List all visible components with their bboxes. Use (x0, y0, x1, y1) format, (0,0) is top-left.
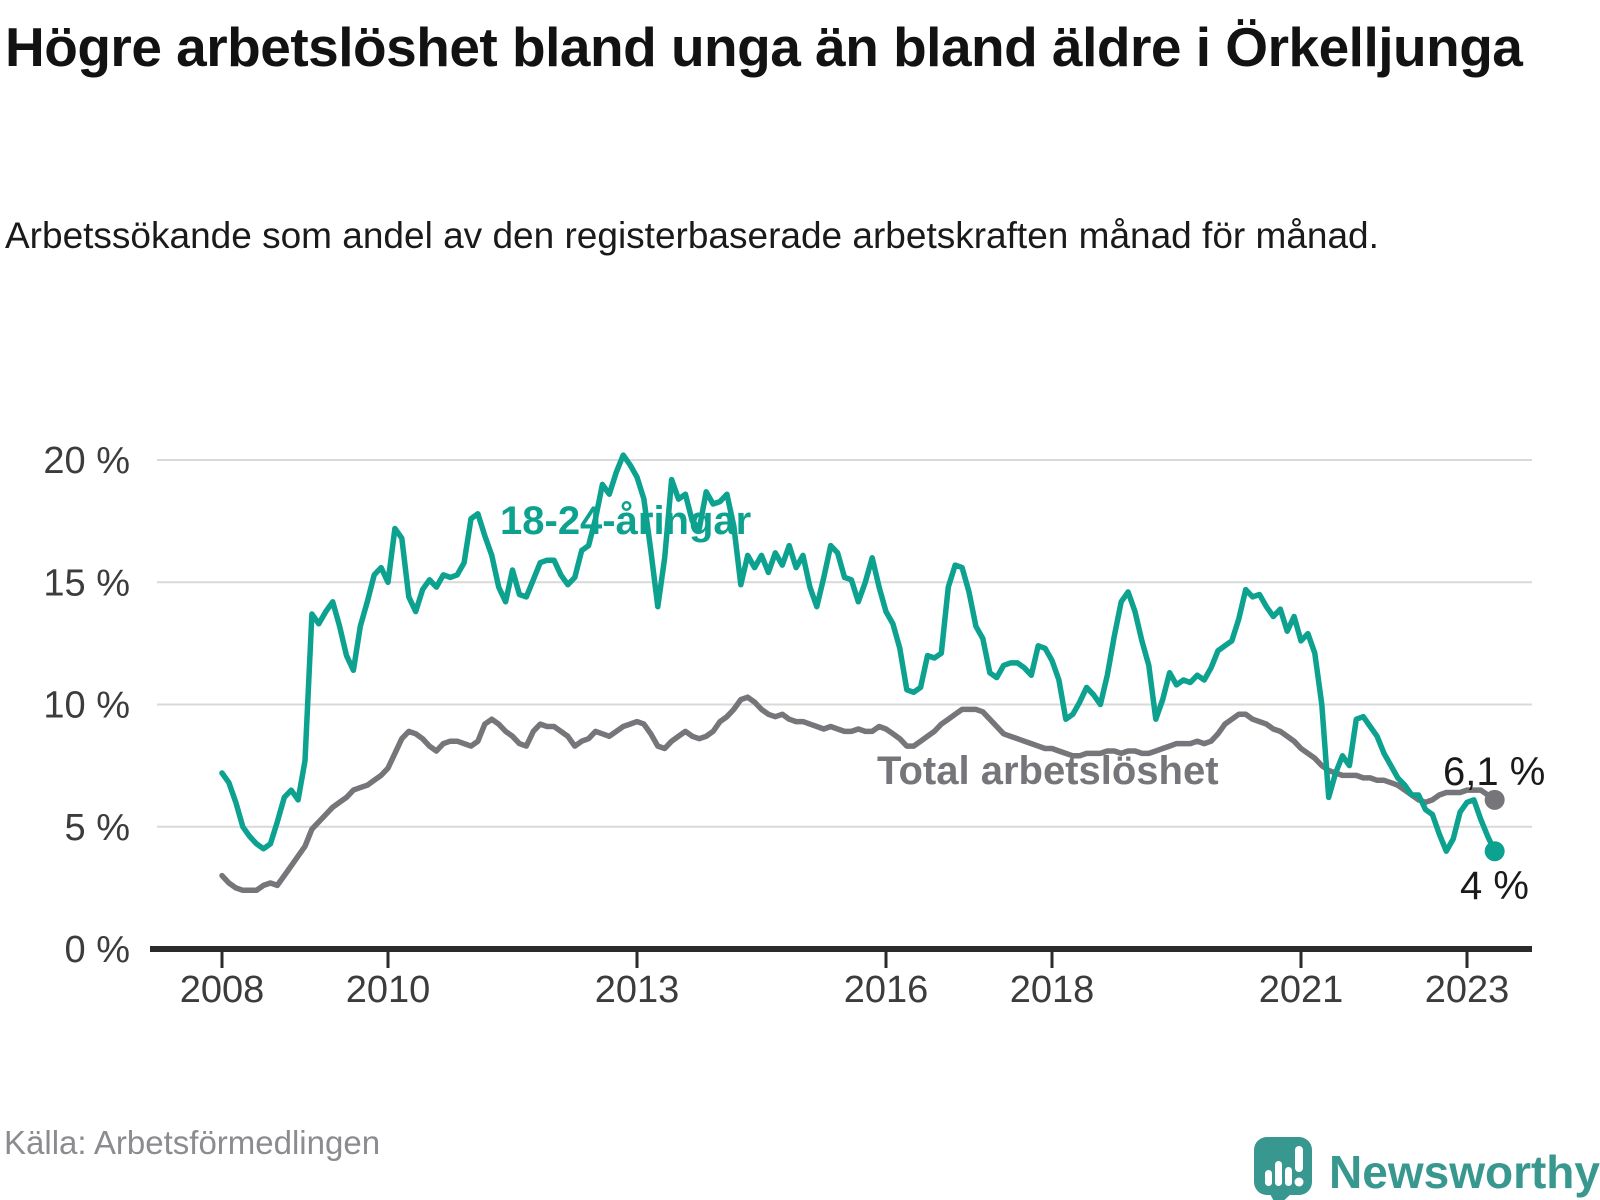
page-title: Högre arbetslöshet bland unga än bland ä… (5, 16, 1523, 78)
source-credit: Källa: Arbetsförmedlingen (4, 1124, 381, 1161)
x-tick-label: 2013 (595, 969, 680, 1011)
x-tick-label: 2018 (1010, 969, 1095, 1011)
newsworthy-brand: Newsworthy (1253, 1134, 1600, 1200)
page-subtitle: Arbetssökande som andel av den registerb… (5, 215, 1379, 256)
series-label-total: Total arbetslöshet (877, 749, 1219, 793)
y-tick-label: 0 % (65, 929, 130, 971)
end-dot-total (1484, 789, 1505, 810)
series-label-young: 18-24-åringar (500, 499, 752, 543)
line-series-young (219, 452, 1498, 854)
y-tick-label: 10 % (43, 685, 130, 727)
total-end-value-label: 6,1 % (1443, 750, 1546, 794)
x-tick-label: 2023 (1425, 969, 1510, 1011)
x-tick-label: 2010 (346, 969, 431, 1011)
x-tick-label: 2008 (180, 969, 265, 1011)
end-dot-young (1484, 841, 1505, 862)
y-tick-label: 5 % (65, 807, 130, 849)
unemployment-line-chart: 0 % 5 % 10 % 15 % 20 % 2008 2010 2013 2016 2018 20… (43, 440, 1532, 1011)
x-tick-label: 2021 (1259, 969, 1344, 1011)
line-series-total (219, 694, 1498, 894)
young-end-value-label: 4 % (1460, 864, 1529, 908)
brand-name: Newsworthy (1329, 1146, 1600, 1198)
x-tick-label: 2016 (844, 969, 929, 1011)
y-tick-label: 15 % (43, 562, 130, 604)
y-tick-label: 20 % (43, 440, 130, 482)
newsworthy-speech-bubble-bar-chart-icon (1254, 1137, 1313, 1200)
